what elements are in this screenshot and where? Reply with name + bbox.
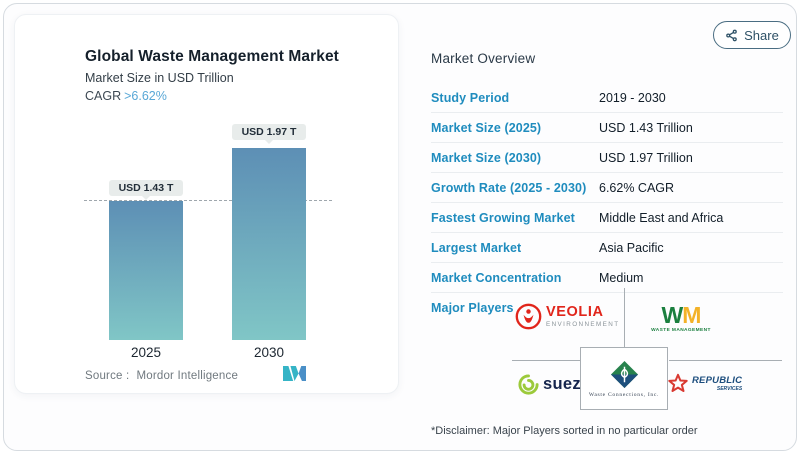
row-label: Market Size (2025) xyxy=(431,120,542,135)
waste-connections-wordmark: Waste Connections, Inc. xyxy=(588,391,660,398)
overview-title: Market Overview xyxy=(431,51,536,66)
player-logo-republic-services: REPUBLIC SERVICES xyxy=(667,373,742,395)
row-value: USD 1.43 Trillion xyxy=(599,120,693,135)
row-label: Study Period xyxy=(431,90,510,105)
row-value: USD 1.97 Trillion xyxy=(599,150,693,165)
x-axis-label-2025: 2025 xyxy=(130,345,162,360)
table-row-fastest-growing: Fastest Growing Market Middle East and Af… xyxy=(431,203,783,233)
chart-title: Global Waste Management Market xyxy=(85,48,339,65)
share-icon xyxy=(726,29,737,41)
bar-value-text-2025: USD 1.43 T xyxy=(118,182,174,194)
label-pointer xyxy=(142,196,150,200)
bar-value-label-2025: USD 1.43 T xyxy=(109,180,183,200)
players-horizontal-connector-left xyxy=(512,360,580,361)
republic-wordmark: REPUBLIC xyxy=(692,375,743,387)
source-value: Mordor Intelligence xyxy=(136,370,239,382)
waste-connections-logo-icon xyxy=(610,360,638,388)
veolia-wordmark: VEOLIA xyxy=(546,304,604,321)
cagr-label: CAGR xyxy=(85,89,122,103)
player-logo-waste-connections-box: Waste Connections, Inc. xyxy=(580,347,668,410)
republic-services-logo-icon xyxy=(668,373,688,392)
table-row-study-period: Study Period 2019 - 2030 xyxy=(431,83,783,113)
suez-logo-icon xyxy=(518,374,539,395)
table-row-growth-rate: Growth Rate (2025 - 2030) 6.62% CAGR xyxy=(431,173,783,203)
row-label: Largest Market xyxy=(431,240,522,255)
overview-table: Study Period 2019 - 2030 Market Size (202… xyxy=(431,83,783,322)
bar-2030[interactable] xyxy=(232,148,306,340)
row-value: Medium xyxy=(599,270,644,285)
cagr-value: >6.62% xyxy=(124,89,167,103)
row-label: Growth Rate (2025 - 2030) xyxy=(431,180,587,195)
reference-dashed-line xyxy=(84,200,332,201)
row-label: Fastest Growing Market xyxy=(431,210,575,225)
table-row-market-size-2030: Market Size (2030) USD 1.97 Trillion xyxy=(431,143,783,173)
table-row-major-players: Major Players xyxy=(431,293,783,322)
share-button[interactable]: Share xyxy=(713,21,791,49)
table-row-market-size-2025: Market Size (2025) USD 1.43 Trillion xyxy=(431,113,783,143)
cagr-line: CAGR >6.62% xyxy=(85,89,167,103)
table-row-largest-market: Largest Market Asia Pacific xyxy=(431,233,783,263)
mordor-intelligence-logo-icon xyxy=(283,366,306,381)
row-label: Market Concentration xyxy=(431,270,562,285)
suez-wordmark: suez xyxy=(543,375,581,393)
players-vertical-connector xyxy=(624,288,625,347)
row-value: 2019 - 2030 xyxy=(599,90,666,105)
player-logo-waste-management: WM WASTE MANAGEMENT xyxy=(648,304,714,334)
veolia-tagline: ENVIRONNEMENT xyxy=(546,320,620,328)
bar-value-text-2030: USD 1.97 T xyxy=(241,126,297,138)
chart-subtitle: Market Size in USD Trillion xyxy=(85,71,234,85)
label-pointer xyxy=(265,140,273,144)
disclaimer-text: *Disclaimer: Major Players sorted in no … xyxy=(431,425,698,437)
table-row-market-concentration: Market Concentration Medium xyxy=(431,263,783,293)
bar-value-label-2030: USD 1.97 T xyxy=(232,124,306,144)
veolia-logo-icon xyxy=(515,303,542,330)
infographic-panel: Global Waste Management Market Market Si… xyxy=(3,3,797,451)
row-value: Middle East and Africa xyxy=(599,210,724,225)
market-size-chart-card: Global Waste Management Market Market Si… xyxy=(14,14,399,394)
source-line: Source : Mordor Intelligence xyxy=(85,370,238,382)
players-horizontal-connector-right xyxy=(669,360,782,361)
source-label: Source : xyxy=(85,370,130,382)
share-label: Share xyxy=(744,27,779,43)
bar-2025[interactable] xyxy=(109,201,183,340)
republic-tagline: SERVICES xyxy=(716,385,743,392)
row-value: 6.62% CAGR xyxy=(599,180,675,195)
row-value: Asia Pacific xyxy=(599,240,664,255)
wm-tagline: WASTE MANAGEMENT xyxy=(651,328,711,333)
wm-w-letter: W xyxy=(661,302,684,328)
x-axis-label-2030: 2030 xyxy=(253,345,285,360)
player-logo-suez: suez xyxy=(517,373,581,396)
row-label: Market Size (2030) xyxy=(431,150,542,165)
wm-m-letter: M xyxy=(682,302,701,328)
row-label: Major Players xyxy=(431,300,514,315)
player-logo-veolia: VEOLIA ENVIRONNEMENT xyxy=(515,303,619,330)
